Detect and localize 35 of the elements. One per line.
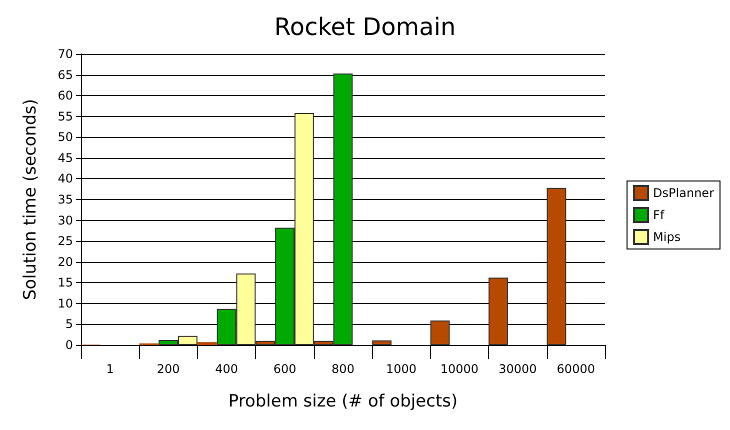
y-tick-label: 5 xyxy=(65,317,73,332)
y-tick-label: 20 xyxy=(58,254,73,269)
y-tick-label: 0 xyxy=(65,338,73,352)
legend-label: Ff xyxy=(653,208,665,222)
legend-label: Mips xyxy=(653,230,681,244)
bar xyxy=(430,320,450,345)
x-axis-title: Problem size (# of objects) xyxy=(228,392,458,412)
x-tick-label: 200 xyxy=(156,362,180,376)
x-tick-label: 1 xyxy=(106,362,114,376)
x-tick-label: 60000 xyxy=(556,362,595,376)
y-tick-label: 60 xyxy=(58,88,73,103)
y-tick-label: 35 xyxy=(58,192,73,206)
x-tick-label: 800 xyxy=(332,362,354,376)
bar xyxy=(197,342,217,345)
y-tick-label: 10 xyxy=(58,296,73,310)
y-tick-label: 55 xyxy=(58,109,73,124)
y-tick-label: 40 xyxy=(58,172,73,186)
bar xyxy=(488,278,508,345)
x-tick-label: 600 xyxy=(273,362,296,376)
y-axis-title: Solution time (seconds) xyxy=(20,98,40,300)
y-tick-label: 50 xyxy=(58,130,73,144)
y-tick-label: 30 xyxy=(58,213,73,228)
x-tick-label: 400 xyxy=(215,362,238,376)
bar xyxy=(546,188,566,345)
y-tick-label: 65 xyxy=(58,68,73,82)
x-tick-label: 10000 xyxy=(440,362,479,376)
x-tick-label: 1000 xyxy=(386,362,416,376)
y-tick-label: 70 xyxy=(58,47,73,61)
chart-title: Rocket Domain xyxy=(274,13,456,41)
y-tick-label: 25 xyxy=(58,234,73,248)
x-tick-label: 30000 xyxy=(498,362,537,376)
y-tick-label: 15 xyxy=(58,276,73,290)
legend-label: DsPlanner xyxy=(653,186,714,200)
bar xyxy=(372,340,392,345)
y-tick-label: 45 xyxy=(58,150,73,165)
